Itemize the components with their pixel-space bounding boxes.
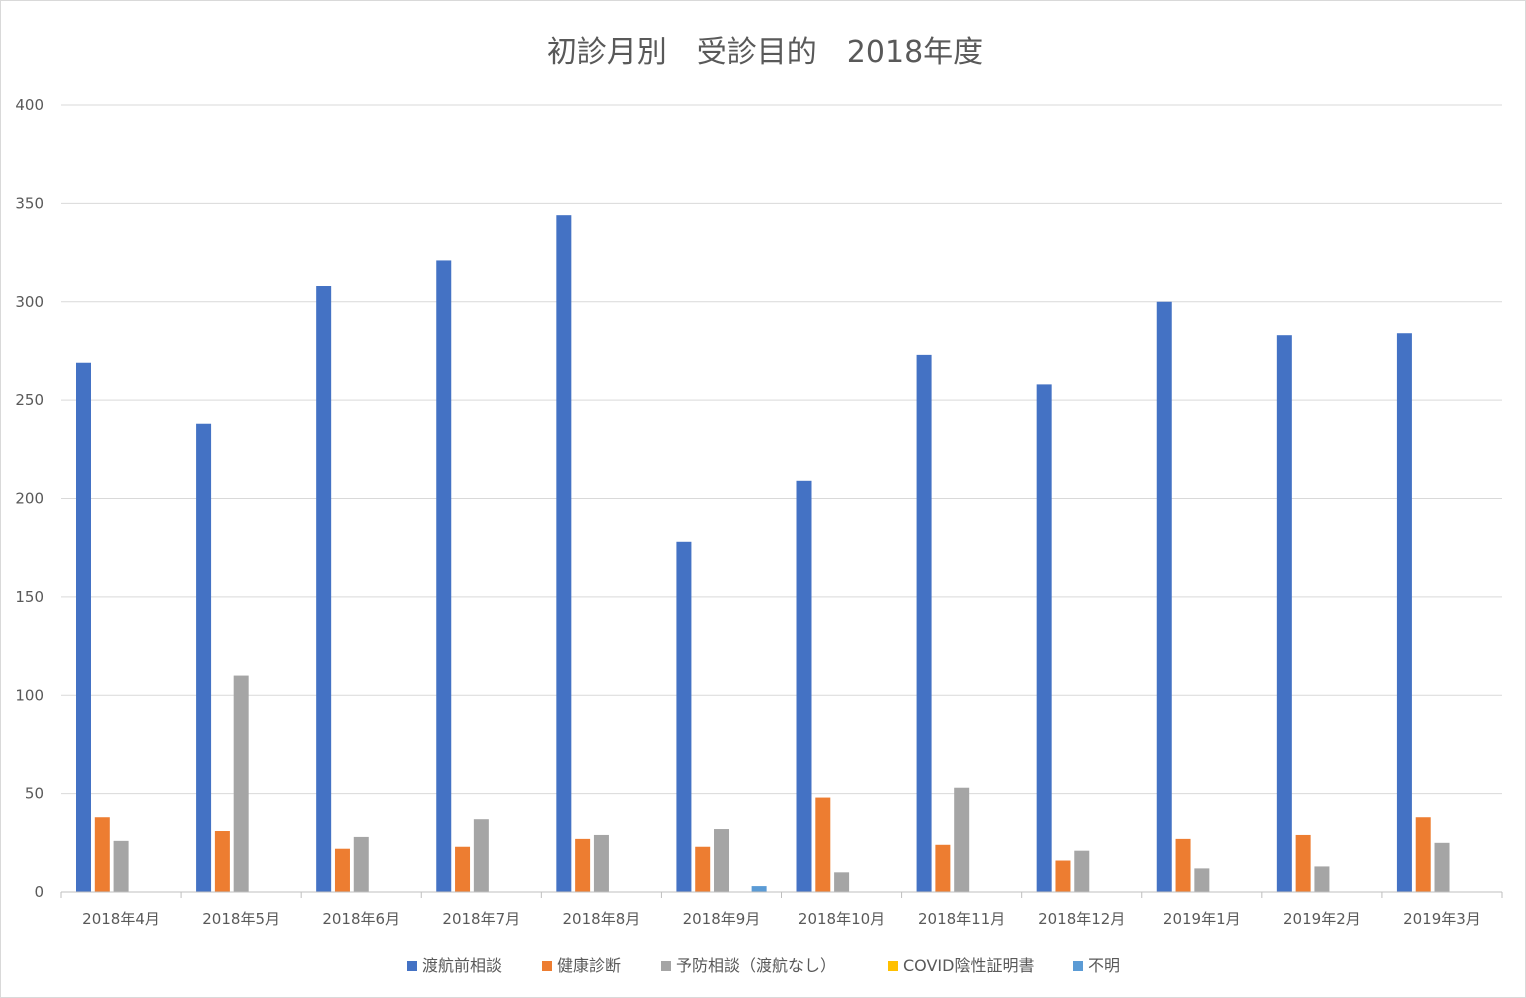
y-tick-label: 150 — [15, 588, 44, 606]
x-tick-label: 2018年7月 — [442, 910, 520, 928]
legend-label: 健康診断 — [557, 956, 621, 975]
gridlines — [61, 104, 1502, 795]
bar — [316, 286, 332, 892]
x-tick-label: 2018年6月 — [322, 910, 400, 928]
bar — [334, 848, 350, 892]
bar — [196, 423, 212, 892]
bar — [935, 844, 951, 892]
legend-item: 渡航前相談 — [407, 956, 502, 975]
bar — [1295, 834, 1311, 892]
legend-item: 不明 — [1073, 956, 1120, 975]
x-tick-label: 2018年9月 — [683, 910, 761, 928]
legend: 渡航前相談 健康診断 予防相談（渡航なし） COVID陰性証明書 不明 — [407, 956, 1120, 975]
bar — [556, 215, 572, 892]
x-tick-label: 2018年12月 — [1038, 910, 1125, 928]
bar — [233, 675, 249, 892]
legend-label: 不明 — [1088, 956, 1120, 975]
bar — [815, 797, 831, 892]
bar — [714, 829, 730, 892]
y-tick-label: 400 — [15, 96, 44, 114]
bar — [676, 541, 692, 892]
x-tick-label: 2018年5月 — [202, 910, 280, 928]
bar — [1055, 860, 1071, 892]
chart-title: 初診月別 受診目的 2018年度 — [547, 35, 983, 70]
bar — [455, 846, 471, 892]
legend-label: 予防相談（渡航なし） — [676, 956, 836, 975]
bar — [834, 872, 850, 892]
bar — [113, 840, 129, 892]
bar — [751, 886, 767, 892]
legend-item: 健康診断 — [542, 956, 621, 975]
bar — [1434, 842, 1450, 892]
y-tick-label: 250 — [15, 391, 44, 409]
y-tick-label: 100 — [15, 686, 44, 704]
bar — [76, 362, 91, 892]
bar — [1175, 838, 1191, 892]
legend-label: 渡航前相談 — [422, 956, 502, 975]
x-tick-label: 2018年10月 — [798, 910, 885, 928]
y-tick-label: 0 — [34, 883, 44, 901]
legend-swatch — [542, 961, 552, 971]
bar — [593, 834, 609, 892]
bar — [954, 787, 970, 892]
bar — [1156, 301, 1172, 892]
x-tick-label: 2019年1月 — [1163, 910, 1241, 928]
legend-swatch — [1073, 961, 1083, 971]
bar — [1276, 335, 1292, 892]
legend-label: COVID陰性証明書 — [903, 956, 1034, 975]
bar — [473, 819, 489, 892]
bar — [1314, 866, 1330, 892]
axes: 0 50 100 150 200 250 300 350 400 2018年4月 2018年5月 20… — [15, 96, 1503, 928]
legend-swatch — [888, 961, 898, 971]
x-tick-label: 2018年11月 — [918, 910, 1005, 928]
x-tick-label: 2019年3月 — [1403, 910, 1481, 928]
bar — [1074, 850, 1090, 892]
legend-item: COVID陰性証明書 — [888, 956, 1034, 975]
bar — [695, 846, 711, 892]
bar — [1415, 817, 1431, 892]
bar — [575, 838, 591, 892]
y-tick-label: 50 — [25, 785, 44, 803]
bar — [1396, 333, 1412, 893]
x-tick-label: 2019年2月 — [1283, 910, 1361, 928]
bar — [436, 260, 452, 892]
legend-swatch — [407, 961, 417, 971]
bar — [1194, 868, 1210, 892]
y-tick-label: 300 — [15, 293, 44, 311]
bar — [353, 836, 369, 892]
y-tick-label: 350 — [15, 194, 44, 212]
x-tick-label: 2018年4月 — [82, 910, 160, 928]
legend-item: 予防相談（渡航なし） — [661, 956, 836, 975]
bar — [214, 831, 230, 892]
legend-swatch — [661, 961, 671, 971]
x-tick-label: 2018年8月 — [563, 910, 641, 928]
bar — [94, 817, 110, 892]
bar — [1036, 384, 1052, 892]
bar — [916, 354, 932, 892]
y-tick-label: 200 — [15, 490, 44, 508]
bar — [796, 480, 812, 892]
bars — [76, 215, 1450, 893]
